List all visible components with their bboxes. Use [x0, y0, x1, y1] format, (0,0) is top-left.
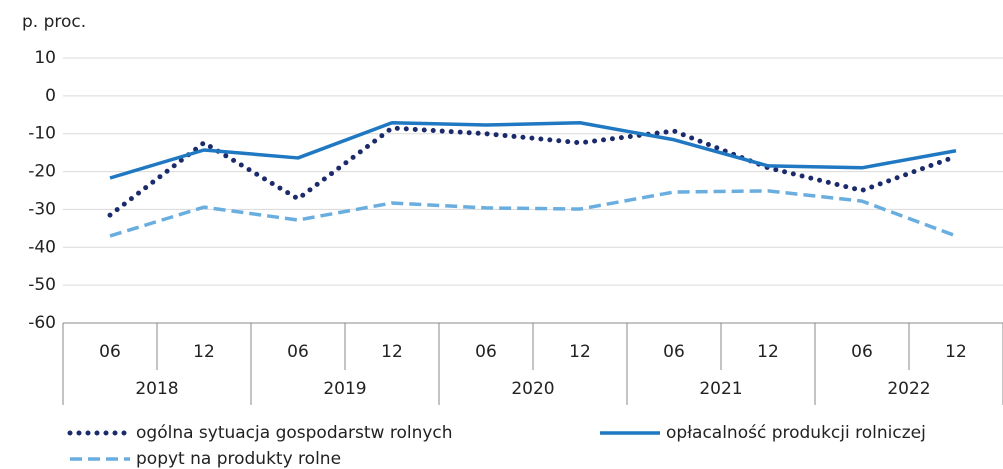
y-axis-label: p. proc. [22, 12, 86, 32]
legend-label: ogólna sytuacja gospodarstw rolnych [136, 423, 453, 443]
y-tick-label: -50 [28, 275, 56, 295]
y-tick-label: -10 [28, 124, 56, 144]
x-tick-label: 06 [475, 342, 497, 362]
series-line [107, 125, 959, 218]
series-line [109, 120, 957, 180]
y-tick-label: 0 [45, 86, 56, 106]
x-tick-label: 12 [381, 342, 403, 362]
x-tick-label: 06 [99, 342, 121, 362]
year-label: 2019 [323, 379, 366, 399]
y-tick-label: 10 [34, 48, 56, 68]
legend-label: opłacalność produkcji rolniczej [666, 423, 926, 443]
legend-label: popyt na produkty rolne [136, 449, 341, 469]
x-tick-label: 06 [851, 342, 873, 362]
x-tick-label: 06 [663, 342, 685, 362]
year-label: 2018 [135, 379, 178, 399]
y-tick-label: -60 [28, 313, 56, 333]
x-tick-label: 06 [287, 342, 309, 362]
year-label: 2022 [887, 379, 930, 399]
x-tick-label: 12 [945, 342, 967, 362]
x-tick-label: 12 [193, 342, 215, 362]
y-tick-label: -30 [28, 199, 56, 219]
x-tick-label: 12 [569, 342, 591, 362]
year-label: 2021 [699, 379, 742, 399]
y-tick-label: -40 [28, 237, 56, 257]
x-tick-label: 12 [757, 342, 779, 362]
series-line [109, 189, 957, 238]
y-tick-label: -20 [28, 162, 56, 182]
year-label: 2020 [511, 379, 554, 399]
